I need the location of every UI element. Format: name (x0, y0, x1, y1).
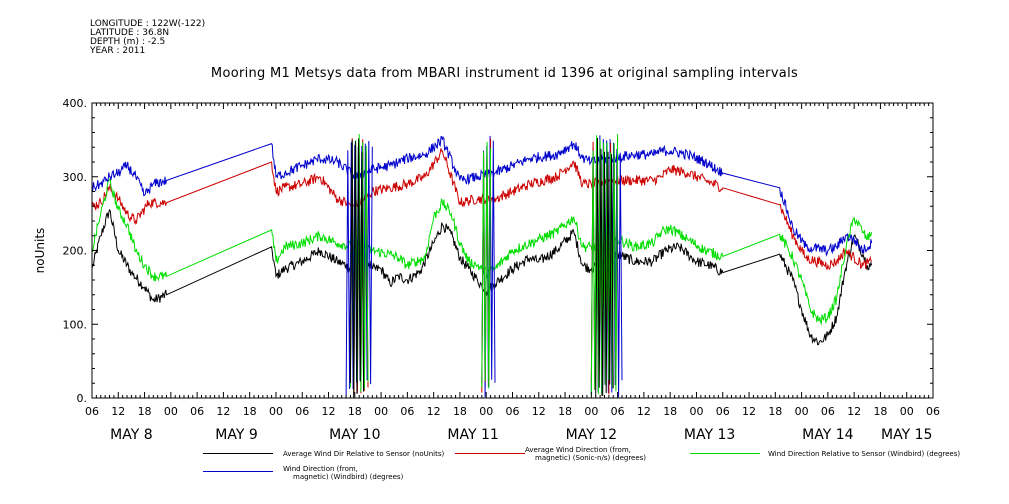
x-tick-label: 18 (558, 405, 572, 418)
chart-title: Mooring M1 Metsys data from MBARI instru… (210, 66, 799, 81)
x-tick-label: 18 (768, 405, 782, 418)
x-tick-label: 00 (900, 405, 914, 418)
direction-wrap-spike (349, 138, 365, 398)
x-tick-label: 06 (190, 405, 204, 418)
legend-label-1: Average Wind Direction (from, magnetic) (… (525, 446, 647, 462)
x-day-label: MAY 10 (329, 427, 380, 443)
x-tick-label: 12 (427, 405, 441, 418)
x-tick-label: 06 (506, 405, 520, 418)
x-tick-label: 12 (742, 405, 756, 418)
depth-label: DEPTH (m) : -2.5 (90, 37, 166, 47)
x-day-label: MAY 9 (215, 427, 257, 443)
latitude-label: LATITUDE : 36.8N (90, 28, 170, 38)
x-day-label: MAY 14 (802, 427, 853, 443)
longitude-label: LONGITUDE : 122W(-122) (90, 19, 206, 29)
x-tick-label: 18 (138, 405, 152, 418)
x-day-label: MAY 12 (566, 427, 617, 443)
x-tick-label: 12 (637, 405, 651, 418)
series-line-2 (91, 178, 873, 326)
x-day-label: MAY 11 (447, 427, 498, 443)
direction-wrap-spike (481, 141, 492, 389)
y-tick-label: 100. (63, 318, 88, 331)
x-tick-label: 06 (295, 405, 309, 418)
x-tick-label: 00 (795, 405, 809, 418)
x-tick-label: 18 (348, 405, 362, 418)
x-day-label: MAY 13 (684, 427, 735, 443)
x-tick-label: 12 (216, 405, 230, 418)
x-tick-label: 00 (479, 405, 493, 418)
legend-swatch-1 (455, 453, 525, 454)
x-tick-label: 00 (374, 405, 388, 418)
legend-swatch-3 (203, 471, 273, 472)
x-day-label: MAY 15 (881, 427, 932, 443)
y-tick-label: 200. (63, 245, 88, 258)
y-tick-label: 300. (63, 171, 88, 184)
x-tick-label: 00 (164, 405, 178, 418)
x-tick-label: 06 (611, 405, 625, 418)
x-tick-label: 00 (584, 405, 598, 418)
x-tick-label: 12 (532, 405, 546, 418)
legend-label-2: Wind Direction Relative to Sensor (Windb… (768, 450, 961, 458)
x-tick-label: 06 (926, 405, 940, 418)
series-line-0 (91, 208, 873, 346)
x-tick-label: 18 (663, 405, 677, 418)
year-label: YEAR : 2011 (90, 46, 146, 56)
x-day-label: MAY 8 (110, 427, 152, 443)
legend-swatch-2 (690, 453, 760, 454)
x-tick-label: 18 (243, 405, 257, 418)
legend-label-3: Wind Direction (from, magnetic) (Windbird… (283, 465, 404, 481)
x-tick-label: 12 (847, 405, 861, 418)
x-tick-label: 18 (453, 405, 467, 418)
direction-wrap-spike (595, 137, 614, 397)
x-tick-label: 06 (716, 405, 730, 418)
series-line-3 (91, 136, 873, 257)
x-tick-label: 18 (873, 405, 887, 418)
x-tick-label: 00 (269, 405, 283, 418)
legend-label-0: Average Wind Dir Relative to Sensor (noU… (283, 450, 445, 458)
x-tick-label: 12 (111, 405, 125, 418)
x-tick-label: 12 (322, 405, 336, 418)
metadata-block: LONGITUDE : 122W(-122) LATITUDE : 36.8N … (90, 20, 205, 56)
direction-wrap-spike (590, 133, 619, 396)
y-axis-label: noUnits (33, 228, 47, 274)
x-tick-label: 00 (689, 405, 703, 418)
legend-swatch-0 (203, 453, 273, 454)
x-tick-label: 06 (821, 405, 835, 418)
series-line-1 (91, 148, 873, 271)
x-tick-label: 06 (400, 405, 414, 418)
y-tick-label: 0. (77, 392, 88, 405)
x-tick-label: 06 (85, 405, 99, 418)
y-tick-label: 400. (63, 97, 88, 110)
